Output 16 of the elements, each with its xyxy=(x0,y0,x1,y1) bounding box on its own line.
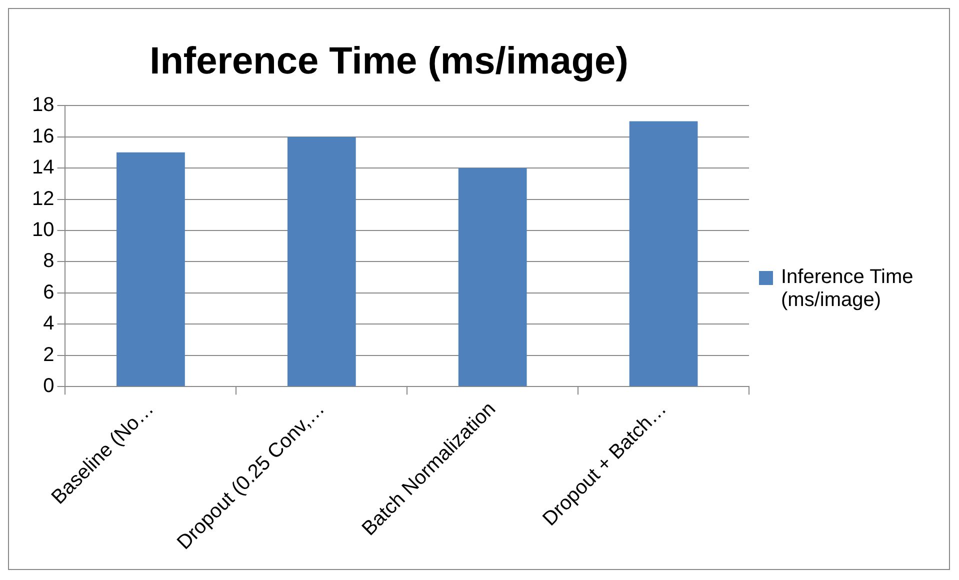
y-tick-label: 4 xyxy=(43,312,54,335)
y-tick-label: 16 xyxy=(32,125,54,148)
y-tick-label: 14 xyxy=(32,156,54,179)
bar xyxy=(116,152,185,386)
y-tick-label: 2 xyxy=(43,344,54,366)
y-tick-label: 6 xyxy=(43,281,54,304)
bar xyxy=(287,136,356,386)
legend-label: Inference Time (ms/image) xyxy=(781,266,914,312)
chart-title: Inference Time (ms/image) xyxy=(150,40,628,82)
y-tick-label: 10 xyxy=(32,219,54,241)
y-tick-label: 0 xyxy=(43,375,54,398)
y-tick-label: 18 xyxy=(32,94,54,116)
bar xyxy=(629,121,698,386)
y-tick-label: 12 xyxy=(32,188,54,210)
y-tick-label: 8 xyxy=(43,250,54,272)
bar xyxy=(458,168,527,386)
